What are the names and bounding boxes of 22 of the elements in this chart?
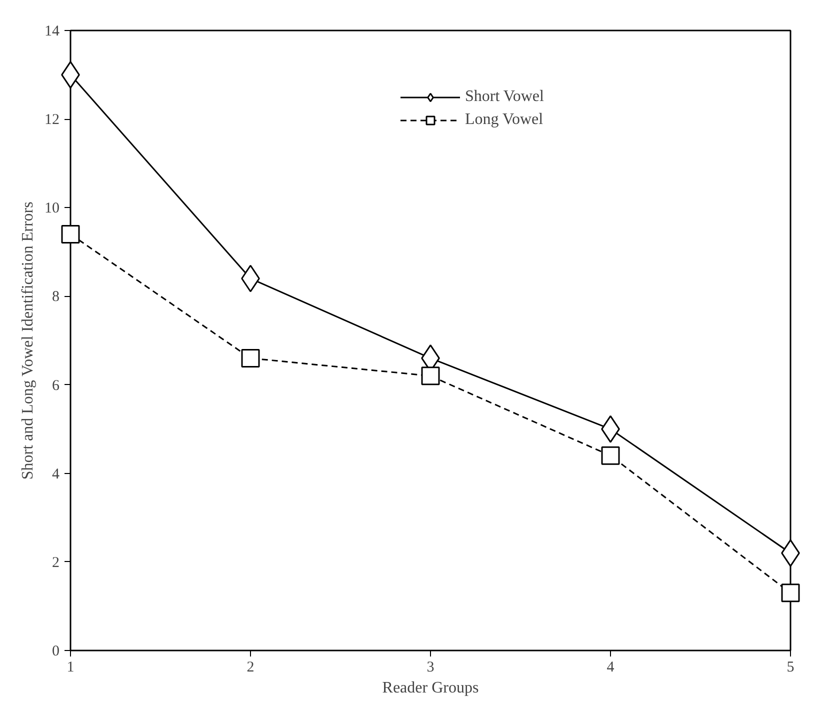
y-tick-label: 6 [52,378,60,394]
y-tick-label: 8 [52,289,60,306]
point [241,348,260,368]
y-tick-label: 4 [52,466,60,482]
legend-label: Short Vowel [465,88,544,106]
x-tick-label: 1 [66,660,74,676]
legend-label: Long Vowel [465,111,544,129]
y-tick-label: 0 [52,644,60,660]
y-tick-label: 12 [44,112,60,128]
x-tick-label: 2 [246,660,254,676]
y-tick-label: 14 [44,24,60,40]
x-tick-label: 3 [426,660,434,676]
point [781,584,800,602]
point [61,224,80,244]
point [601,446,620,465]
x-tick-label: 4 [606,660,615,676]
y-tick-label: 10 [44,200,60,217]
y-axis-title: Short and Long Vowel Identification Errors [20,202,36,480]
point [421,366,440,386]
x-tick-label: 5 [786,660,794,676]
y-tick-label: 2 [52,554,60,571]
x-axis-title: Reader Groups [382,680,479,696]
